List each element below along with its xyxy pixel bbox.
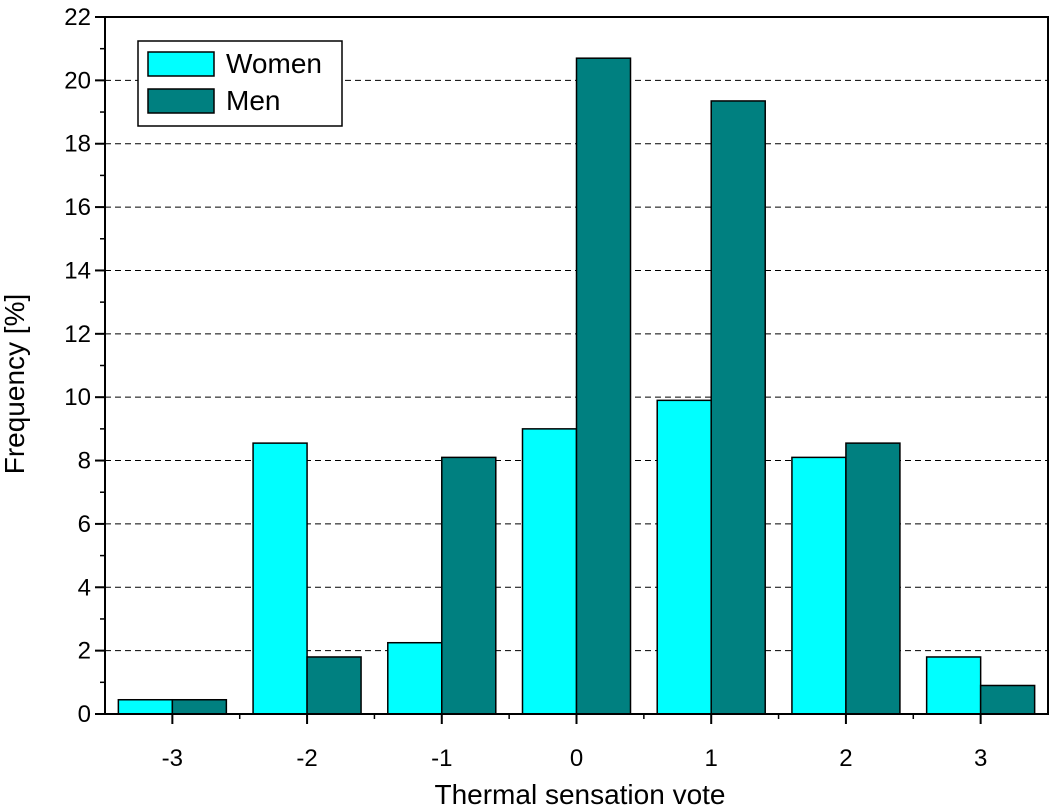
y-tick-label: 0 bbox=[78, 701, 91, 728]
bar-men-3 bbox=[979, 684, 1036, 715]
bar-women--2 bbox=[252, 442, 308, 715]
x-tick-label: 1 bbox=[705, 745, 718, 772]
legend-label-women: Women bbox=[226, 48, 322, 79]
legend-label-men: Men bbox=[226, 85, 280, 116]
bar-men-1 bbox=[710, 100, 766, 715]
bar-women-0 bbox=[521, 428, 578, 715]
bar-women-3 bbox=[925, 656, 982, 715]
bar-men-2 bbox=[845, 442, 901, 715]
bar-women-1 bbox=[656, 399, 712, 715]
x-tick-label: -1 bbox=[431, 745, 452, 772]
y-axis: 0 2 4 6 8 10 12 14 16 18 20 22 bbox=[64, 4, 105, 728]
y-tick-label: 6 bbox=[78, 511, 91, 538]
y-tick-label: 8 bbox=[78, 448, 91, 475]
x-axis-title: Thermal sensation vote bbox=[434, 779, 725, 810]
bar-women-2 bbox=[791, 456, 847, 715]
y-axis-title: Frequency [%] bbox=[0, 294, 30, 475]
bar-men-0 bbox=[575, 57, 632, 715]
y-tick-label: 2 bbox=[78, 638, 91, 665]
bar-men--2 bbox=[306, 656, 362, 715]
y-tick-label: 20 bbox=[64, 67, 91, 94]
bar-men--1 bbox=[441, 456, 497, 715]
x-tick-label: -3 bbox=[162, 745, 183, 772]
y-tick-label: 12 bbox=[64, 321, 91, 348]
y-tick-label: 10 bbox=[64, 384, 91, 411]
y-tick-label: 16 bbox=[64, 194, 91, 221]
bars bbox=[117, 57, 1036, 715]
bar-women--1 bbox=[387, 641, 443, 715]
x-tick-label: -2 bbox=[296, 745, 317, 772]
bar-women--3 bbox=[117, 698, 174, 715]
legend-swatch-men bbox=[147, 88, 215, 114]
x-tick-label: 2 bbox=[839, 745, 852, 772]
x-axis: -3 -2 -1 0 1 2 3 bbox=[162, 714, 987, 772]
y-tick-label: 14 bbox=[64, 257, 91, 284]
legend-swatch-women bbox=[147, 51, 215, 77]
y-tick-label: 22 bbox=[64, 4, 91, 31]
legend: Women Men bbox=[137, 40, 343, 127]
y-tick-label: 4 bbox=[78, 574, 91, 601]
x-tick-label: 3 bbox=[974, 745, 987, 772]
x-tick-label: 0 bbox=[570, 745, 583, 772]
bar-men--3 bbox=[171, 698, 228, 715]
y-tick-label: 18 bbox=[64, 131, 91, 158]
